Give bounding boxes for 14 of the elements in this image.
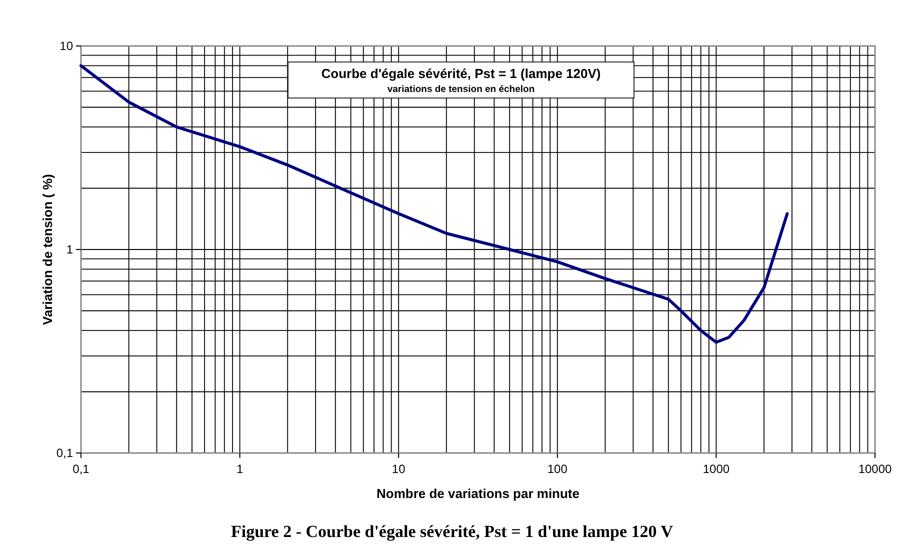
text: variations de tension en échelon (387, 84, 535, 95)
text: Courbe d'égale sévérité, Pst = 1 (lampe 120V) (321, 66, 601, 81)
caption: Figure 2 - Courbe d'égale sévérité, Pst = 1 d'une lampe 120 V (230, 522, 674, 541)
x-axis-title: Nombre de variations par minute (376, 486, 580, 501)
x-tick-label: 10 (392, 462, 406, 476)
y-axis-title: Variation de tension ( %) (40, 174, 55, 325)
x-tick-label: 0,1 (72, 462, 90, 476)
y-tick-label: 10 (60, 39, 74, 53)
x-tick-label: 100 (547, 462, 568, 476)
y-tick-label: 0,1 (56, 446, 74, 460)
x-tick-label: 1 (236, 462, 244, 476)
y-tick-label: 1 (66, 242, 74, 256)
x-tick-label: 1000 (702, 462, 730, 476)
x-tick-label: 10000 (858, 462, 892, 476)
